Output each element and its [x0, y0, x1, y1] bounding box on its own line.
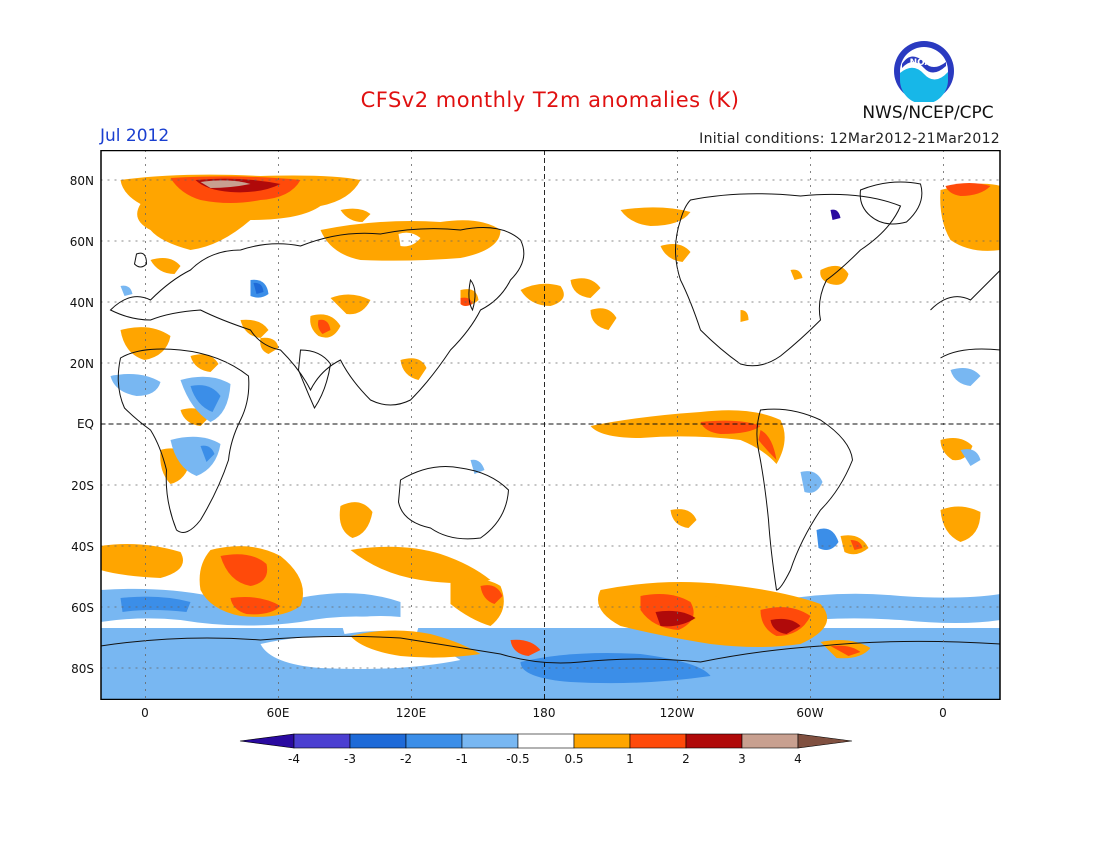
colorbar-max-arrow	[797, 733, 853, 749]
logo-text: NOAA	[910, 58, 939, 68]
colorbar-label: -2	[400, 752, 412, 766]
colorbar-bin	[685, 733, 743, 749]
lon-label: 60W	[796, 706, 824, 720]
colorbar-label: -4	[288, 752, 300, 766]
colorbar-bin	[741, 733, 799, 749]
forecast-month: Jul 2012	[100, 126, 170, 146]
lat-label: 80N	[69, 174, 94, 188]
anomaly-map	[100, 150, 1001, 700]
organization-label: NWS/NCEP/CPC	[862, 103, 994, 123]
lat-label: 20N	[69, 357, 94, 371]
colorbar-bin	[573, 733, 631, 749]
initial-conditions: Initial conditions: 12Mar2012-21Mar2012	[699, 131, 1000, 147]
colorbar-label: 3	[738, 752, 746, 766]
colorbar-bin	[461, 733, 519, 749]
colorbar-min-arrow	[239, 733, 295, 749]
colorbar-label: -3	[344, 752, 356, 766]
eurasia-warm-anomaly	[120, 174, 1001, 484]
lon-label: 60E	[266, 706, 290, 720]
lon-label: 0	[141, 706, 149, 720]
colorbar-label: 2	[682, 752, 690, 766]
colorbar-label: 1	[626, 752, 634, 766]
lon-label: 0	[939, 706, 947, 720]
lon-label: 180	[532, 706, 556, 720]
colorbar-label: 4	[794, 752, 802, 766]
map-title: CFSv2 monthly T2m anomalies (K)	[360, 88, 740, 112]
colorbar-bin	[349, 733, 407, 749]
lat-label: 60S	[71, 601, 94, 615]
graticule	[100, 150, 1001, 700]
equator-dateline	[100, 150, 1001, 700]
colorbar-bin	[405, 733, 463, 749]
colorbar-bin	[293, 733, 351, 749]
lon-label: 120W	[659, 706, 695, 720]
colorbar-bin	[629, 733, 687, 749]
lat-label: 60N	[69, 235, 94, 249]
lat-label: 80S	[71, 662, 94, 676]
colorbar-label: -0.5	[506, 752, 529, 766]
colorbar-bin	[517, 733, 575, 749]
lat-label: EQ	[76, 417, 94, 431]
lat-label: 40N	[69, 296, 94, 310]
noaa-logo: NOAA	[894, 41, 954, 102]
coastlines	[100, 181, 1001, 664]
colorbar: -4 -3 -2 -1 -0.5 0.5 1 2 3 4	[239, 733, 853, 766]
map-frame	[100, 150, 1001, 700]
colorbar-label: 0.5	[564, 752, 583, 766]
lon-label: 120E	[395, 706, 427, 720]
lat-label: 40S	[71, 540, 94, 554]
lat-label: 20S	[71, 479, 94, 493]
colorbar-label: -1	[456, 752, 468, 766]
